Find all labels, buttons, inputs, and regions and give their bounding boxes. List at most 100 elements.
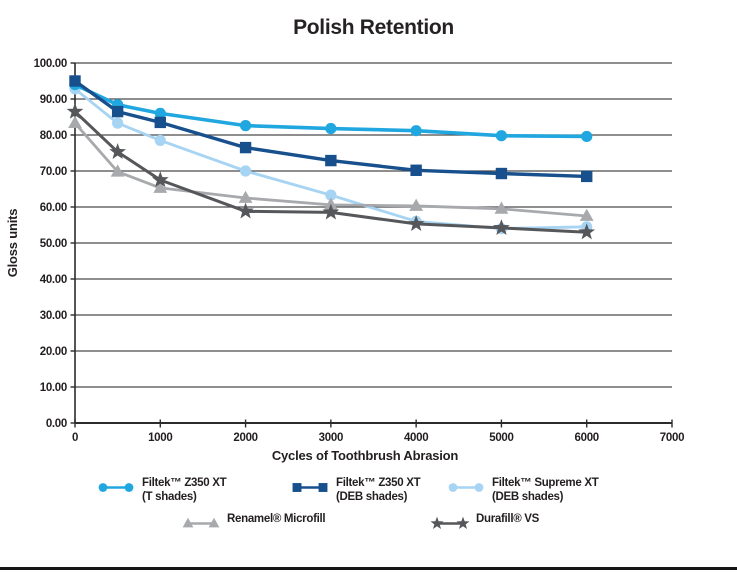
data-point-1-0 <box>69 75 81 87</box>
y-tick-label-70.00: 70.00 <box>40 166 67 178</box>
legend: Filtek™ Z350 XT (T shades) Filtek™ Z350 … <box>0 470 737 545</box>
y-tick-label-20.00: 20.00 <box>40 346 67 358</box>
data-point-3-0 <box>68 115 82 129</box>
y-tick-label-60.00: 60.00 <box>40 202 67 214</box>
data-point-3-6000 <box>579 208 594 221</box>
legend-series-sublabel: (T shades) <box>142 490 197 503</box>
data-point-4-2000 <box>237 202 254 219</box>
legend-series-sublabel: (DEB shades) <box>336 490 408 503</box>
star-icon <box>430 516 444 530</box>
legend-item-filtek-z350-deb: Filtek™ Z350 XT (DEB shades) <box>290 477 421 504</box>
data-point-4-5000 <box>493 219 510 235</box>
y-axis-title: Gloss units <box>5 209 20 278</box>
series-line-4 <box>73 110 589 234</box>
data-point-1-3000 <box>325 154 337 167</box>
data-point-4-1000 <box>151 171 169 188</box>
legend-label: Filtek™ Z350 XT (T shades) <box>142 477 227 504</box>
data-point-2-500 <box>112 117 124 129</box>
data-point-4-6000 <box>578 223 596 240</box>
circle-legend-swatch <box>98 483 134 492</box>
data-point-2-2000 <box>239 165 252 177</box>
chart-title: Polish Retention <box>293 16 454 39</box>
triangle-marker-icon <box>181 515 221 531</box>
data-point-1-6000 <box>581 170 593 183</box>
legend-item-durafill: Durafill® VS <box>430 513 539 531</box>
series-1 <box>69 75 593 183</box>
data-point-4-3000 <box>322 203 340 220</box>
data-point-4-4000 <box>407 215 425 232</box>
y-tick-label-90.00: 90.00 <box>40 94 67 106</box>
x-tick-label-2000: 2000 <box>233 432 257 444</box>
data-point-3-2000 <box>238 190 253 203</box>
legend-series-name: Filtek™ Z350 XT <box>142 477 227 489</box>
data-point-3-500 <box>110 164 125 177</box>
polish-retention-chart: 0.00 10.00 20.00 30.00 40.00 50.00 60.00 70.00 8… <box>5 58 684 463</box>
bottom-rule <box>0 567 737 570</box>
data-point-3-5000 <box>494 201 509 214</box>
data-point-1-4000 <box>410 164 422 176</box>
star-legend-swatch <box>430 516 470 530</box>
data-point-4-0 <box>66 102 84 119</box>
legend-item-filtek-supreme: Filtek™ Supreme XT (DEB shades) <box>446 477 599 504</box>
x-axis-title: Cycles of Toothbrush Abrasion <box>272 448 459 463</box>
circle-legend-swatch <box>448 483 484 492</box>
square-legend-swatch <box>292 483 328 492</box>
circle-marker-icon <box>446 479 486 495</box>
data-point-0-5000 <box>495 130 508 142</box>
series-0 <box>69 79 593 143</box>
data-point-3-4000 <box>409 198 424 211</box>
data-point-1-1000 <box>154 116 166 129</box>
circle-icon <box>448 483 458 492</box>
y-tick-label-50.00: 50.00 <box>40 238 67 250</box>
data-point-0-4000 <box>410 125 422 137</box>
x-tick-label-1000: 1000 <box>148 432 172 444</box>
y-tick-label-100.00: 100.00 <box>34 58 67 70</box>
legend-label: Durafill® VS <box>476 513 539 527</box>
y-tick-label-10.00: 10.00 <box>40 382 67 394</box>
square-icon <box>318 483 328 492</box>
y-tick-label-30.00: 30.00 <box>40 310 67 322</box>
star-marker-icon <box>430 515 470 531</box>
y-tick-label-40.00: 40.00 <box>40 274 67 286</box>
triangle-icon <box>208 517 220 528</box>
legend-item-filtek-z350-t: Filtek™ Z350 XT (T shades) <box>96 477 227 504</box>
legend-item-renamel: Renamel® Microfill <box>181 513 326 531</box>
data-point-0-1000 <box>154 107 166 119</box>
triangle-icon <box>182 517 194 528</box>
legend-series-name: Renamel® Microfill <box>227 513 326 525</box>
data-point-1-500 <box>111 105 124 118</box>
legend-series-name: Filtek™ Supreme XT <box>492 477 599 489</box>
legend-series-sublabel: (DEB shades) <box>492 490 564 503</box>
y-tick-label-0.00: 0.00 <box>46 418 67 430</box>
x-tick-label-0: 0 <box>72 432 78 444</box>
x-tick-label-7000: 7000 <box>660 432 684 444</box>
data-point-1-2000 <box>239 141 252 154</box>
legend-series-name: Filtek™ Z350 XT <box>336 477 421 489</box>
data-point-4-500 <box>109 143 127 160</box>
data-point-3-1000 <box>153 180 168 193</box>
x-tick-label-4000: 4000 <box>404 432 428 444</box>
legend-label: Filtek™ Z350 XT (DEB shades) <box>336 477 421 504</box>
square-marker-icon <box>290 479 330 495</box>
star-icon <box>456 516 470 530</box>
circle-icon <box>124 483 134 492</box>
x-tick-label-5000: 5000 <box>489 432 513 444</box>
circle-icon <box>98 483 108 492</box>
data-point-0-2000 <box>239 120 252 132</box>
data-point-1-5000 <box>495 167 508 180</box>
legend-series-name: Durafill® VS <box>476 513 540 525</box>
triangle-legend-swatch <box>182 517 220 528</box>
square-icon <box>292 483 302 492</box>
data-point-0-6000 <box>581 130 593 143</box>
series-line-0 <box>73 82 589 139</box>
series-line-1 <box>73 79 589 179</box>
data-point-2-3000 <box>325 189 337 201</box>
data-point-2-1000 <box>154 134 166 146</box>
series-4 <box>66 102 596 240</box>
x-tick-label-3000: 3000 <box>319 432 343 444</box>
data-point-0-3000 <box>325 122 337 135</box>
y-tick-label-80.00: 80.00 <box>40 130 67 142</box>
circle-icon <box>474 483 484 492</box>
circle-marker-icon <box>96 479 136 495</box>
